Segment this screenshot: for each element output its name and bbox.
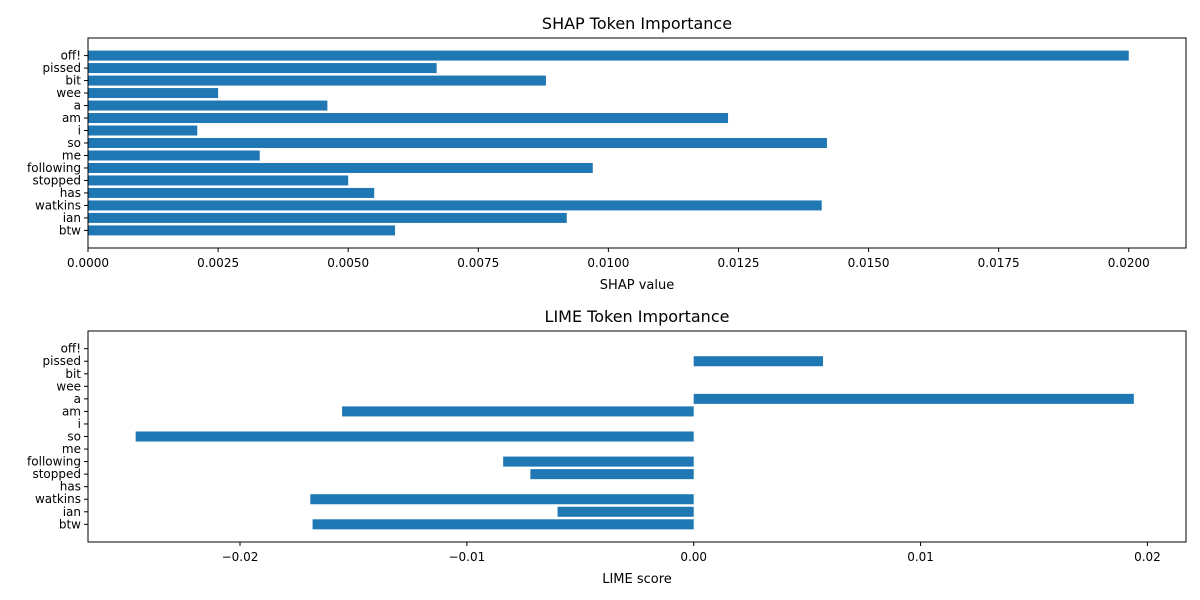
x-tick-label: −0.02 xyxy=(222,550,259,564)
bar-me xyxy=(88,150,260,161)
y-tick-label: btw xyxy=(59,223,81,237)
y-tick-label: stopped xyxy=(32,173,81,187)
bar-has xyxy=(88,187,375,198)
y-tick-label: wee xyxy=(56,379,81,393)
y-tick-label: btw xyxy=(59,517,81,531)
bar-a xyxy=(693,393,1134,404)
bar-btw xyxy=(88,225,396,236)
bar-ian xyxy=(88,212,567,223)
x-tick-label: 0.0000 xyxy=(67,256,109,270)
bar-i xyxy=(88,125,198,136)
y-tick-label: has xyxy=(60,480,81,494)
y-tick-label: following xyxy=(27,455,81,469)
x-tick-label: 0.0175 xyxy=(978,256,1020,270)
plot-frame xyxy=(87,37,1187,249)
y-tick-label: ian xyxy=(63,505,81,519)
y-tick-label: pissed xyxy=(43,61,81,75)
y-tick-label: bit xyxy=(65,74,81,88)
x-tick-label: 0.0150 xyxy=(848,256,890,270)
chart-panel-0: SHAP Token Importance off!pissedbitweeaam… xyxy=(27,14,1187,293)
y-tick-label: a xyxy=(74,99,81,113)
y-tick-label: a xyxy=(74,392,81,406)
y-tick-label: pissed xyxy=(43,354,81,368)
x-tick-label: 0.0075 xyxy=(457,256,499,270)
y-tick-label: am xyxy=(62,404,81,418)
bar-bit xyxy=(88,75,546,86)
chart-title: SHAP Token Importance xyxy=(542,14,732,33)
bar-stopped xyxy=(530,469,694,480)
y-tick-label: so xyxy=(67,430,81,444)
y-tick-label: stopped xyxy=(32,467,81,481)
y-tick-label: am xyxy=(62,111,81,125)
x-axis-label: LIME score xyxy=(602,572,672,587)
y-tick-label: so xyxy=(67,136,81,150)
bar-following xyxy=(88,162,593,173)
bar-watkins xyxy=(310,494,694,505)
y-tick-label: bit xyxy=(65,367,81,381)
x-tick-label: 0.02 xyxy=(1134,550,1161,564)
y-tick-label: watkins xyxy=(35,492,81,506)
bar-am xyxy=(88,113,729,124)
bar-watkins xyxy=(88,200,822,211)
x-tick-label: 0.01 xyxy=(907,550,934,564)
x-tick-label: 0.0100 xyxy=(587,256,629,270)
bar-stopped xyxy=(88,175,349,186)
y-tick-label: i xyxy=(78,124,81,138)
bar-a xyxy=(88,100,328,111)
x-tick-label: −0.01 xyxy=(448,550,485,564)
bar-wee xyxy=(88,88,219,99)
y-tick-label: me xyxy=(62,148,81,162)
bar-am xyxy=(342,406,694,417)
y-tick-label: off! xyxy=(61,49,81,63)
bar-off xyxy=(88,50,1129,61)
x-tick-label: 0.0025 xyxy=(197,256,239,270)
bar-pissed xyxy=(88,63,437,74)
x-tick-label: 0.0125 xyxy=(717,256,759,270)
bar-so xyxy=(88,138,827,148)
y-tick-label: i xyxy=(78,417,81,431)
y-tick-label: wee xyxy=(56,86,81,100)
y-tick-label: following xyxy=(27,161,81,175)
chart-title: LIME Token Importance xyxy=(545,307,730,326)
plot-frame xyxy=(87,330,1187,543)
y-tick-label: me xyxy=(62,442,81,456)
x-tick-label: 0.0200 xyxy=(1108,256,1150,270)
x-tick-label: 0.00 xyxy=(680,550,707,564)
bar-following xyxy=(503,456,694,467)
y-tick-label: has xyxy=(60,186,81,200)
bar-ian xyxy=(557,506,694,517)
x-axis-label: SHAP value xyxy=(600,278,674,293)
y-tick-label: off! xyxy=(61,342,81,356)
bar-btw xyxy=(312,519,694,530)
bar-so xyxy=(135,431,694,442)
chart-panel-1: LIME Token Importance off!pissedbitweeaam… xyxy=(27,307,1187,587)
y-tick-label: ian xyxy=(63,211,81,225)
x-tick-label: 0.0050 xyxy=(327,256,369,270)
y-tick-label: watkins xyxy=(35,198,81,212)
bar-pissed xyxy=(693,356,824,367)
